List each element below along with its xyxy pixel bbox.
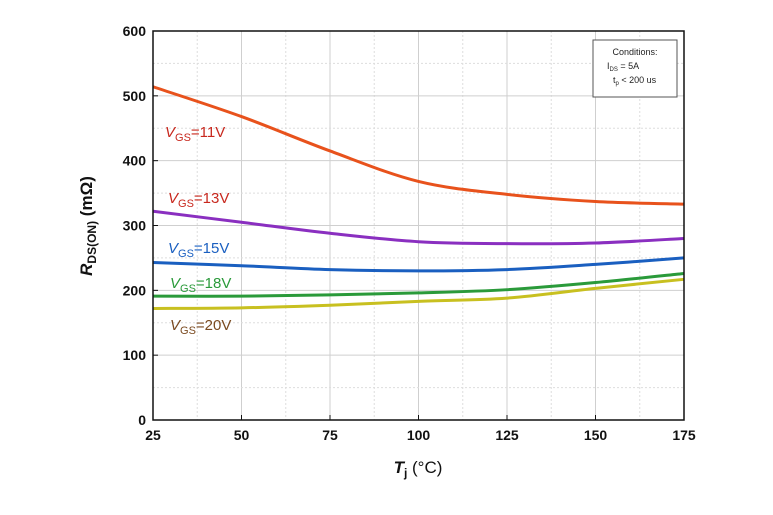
series-line-vgs=18v	[152, 271, 685, 298]
series-label: VGS=11V	[165, 124, 225, 144]
label-main: V	[168, 190, 180, 207]
label-rest: =18V	[196, 275, 231, 292]
y-tick-label: 400	[123, 153, 147, 169]
conditions-title: Conditions:	[612, 47, 657, 57]
label-sub: GS	[175, 132, 191, 144]
series-label: VGS=13V	[168, 190, 229, 210]
ticks: 25 50 75 100 125 150 175 0 100 200 300 400 500 600	[123, 23, 696, 443]
y-tick-label: 500	[123, 88, 147, 104]
series-label: VGS=18V	[170, 275, 231, 295]
conditions-box: Conditions: IDS = 5A tp < 200 us	[592, 39, 678, 98]
label-rest: =11V	[191, 124, 225, 141]
conditions-ids: IDS = 5A	[607, 61, 639, 73]
label-main: V	[165, 124, 177, 141]
series-line-vgs=11v	[152, 85, 685, 206]
x-tick-label: 50	[234, 427, 250, 443]
y-tick-label: 0	[138, 412, 146, 428]
x-tick-label: 175	[672, 427, 696, 443]
label-rest: =15V	[194, 240, 229, 257]
series-line-vgs=20v	[152, 277, 685, 310]
label-rest: =13V	[194, 190, 229, 207]
y-tick-label: 600	[123, 23, 147, 39]
x-tick-label: 150	[584, 427, 608, 443]
series-label: VGS=20V	[170, 317, 231, 337]
label-main: V	[170, 317, 182, 334]
label-rest: =20V	[196, 317, 231, 334]
series-lines	[152, 85, 685, 310]
series-line-vgs=13v	[152, 209, 685, 246]
x-tick-label: 75	[322, 427, 338, 443]
label-sub: GS	[178, 248, 194, 260]
label-sub: GS	[180, 283, 196, 295]
x-tick-label: 25	[145, 427, 161, 443]
label-main: V	[170, 275, 182, 292]
conditions-tp: tp < 200 us	[613, 75, 657, 87]
y-tick-label: 200	[123, 282, 147, 298]
y-tick-label: 100	[123, 347, 147, 363]
label-sub: GS	[178, 198, 194, 210]
series-line-vgs=15v	[152, 256, 685, 273]
y-tick-label: 300	[123, 218, 147, 234]
label-main: V	[168, 240, 180, 257]
series-label: VGS=15V	[168, 240, 229, 260]
x-tick-label: 100	[407, 427, 431, 443]
x-axis-label: Tj (°C)	[394, 458, 443, 480]
x-tick-label: 125	[495, 427, 519, 443]
y-axis-label: RDS(ON) (mΩ)	[77, 176, 99, 276]
label-sub: GS	[180, 325, 196, 337]
